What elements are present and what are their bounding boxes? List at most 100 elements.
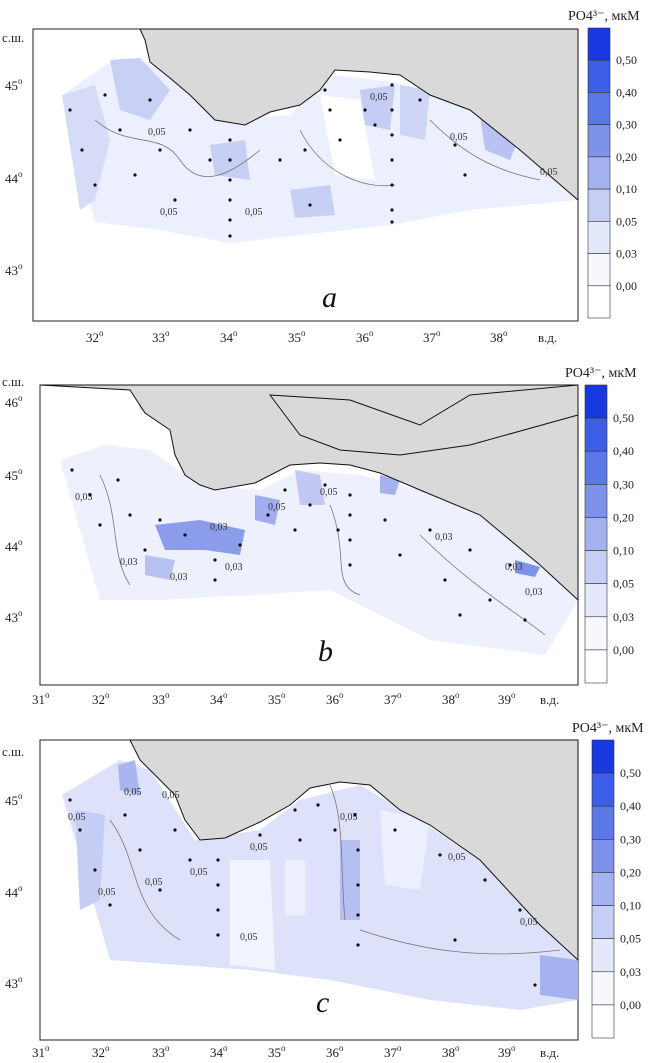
svg-text:35o: 35o: [268, 690, 286, 707]
svg-text:32o: 32o: [92, 1043, 110, 1060]
svg-text:37o: 37o: [423, 328, 441, 345]
lon-ticks-c: 31o 32o 33o 34o 35o 36o 37o 38o 39o: [32, 1043, 516, 1060]
contour-label: 0,05: [98, 887, 116, 898]
contour-label: 0,05: [450, 132, 468, 143]
lon-axis-label: в.д.: [540, 692, 559, 707]
svg-text:36o: 36o: [326, 690, 344, 707]
map-panel-c: 0,05 0,05 0,05 0,05 0,05 0,05 0,05 0,05 …: [0, 710, 657, 1063]
svg-text:38o: 38o: [442, 1043, 460, 1060]
lat-tick: 43o: [5, 974, 23, 991]
lat-tick: 44o: [5, 883, 23, 900]
contour-label: 0,05: [520, 917, 538, 928]
contour-label: 0,03: [170, 572, 188, 583]
map-b-patch: [295, 470, 325, 505]
lat-axis-label: с.ш.: [2, 30, 24, 45]
contour-label: 0,05: [448, 852, 466, 863]
map-a-contour: [94, 119, 261, 177]
svg-text:38o: 38o: [490, 328, 508, 345]
contour-label: 0,05: [268, 502, 286, 513]
map-c-patch: [285, 860, 305, 915]
lat-tick: 44o: [5, 537, 23, 554]
svg-text:34o: 34o: [210, 690, 228, 707]
contour-label: 0,05: [250, 842, 268, 853]
map-a-contour: [299, 129, 396, 187]
map-b-svg: 0,03 0,03 0,03 0,03 0,03 0,05 0,05 0,03 …: [2, 374, 579, 707]
lat-tick: 44o: [5, 169, 23, 186]
svg-text:36o: 36o: [356, 328, 374, 345]
map-c-patch: [75, 810, 105, 910]
map-c-patch: [540, 955, 578, 1000]
svg-text:33o: 33o: [152, 328, 170, 345]
contour-label: 0,03: [525, 587, 543, 598]
contour-label: 0,03: [210, 522, 228, 533]
map-c-contour: [109, 819, 181, 941]
contour-label: 0,05: [68, 812, 86, 823]
map-a-sea: [62, 60, 578, 243]
map-b-contour: [99, 474, 131, 586]
panel-label: a: [322, 281, 337, 314]
contour-label: 0,05: [162, 790, 180, 801]
contour-label: 0,05: [190, 867, 208, 878]
contour-label: 0,05: [160, 207, 178, 218]
lon-ticks-b: 31o 32o 33o 34o 35o 36o 37o 38o 39o: [32, 690, 516, 707]
map-b-contour: [329, 504, 361, 596]
map-a-contour: [429, 119, 541, 181]
map-b-sea: [60, 445, 578, 655]
map-b-contour: [419, 534, 546, 636]
map-c-contour: [329, 784, 346, 921]
map-b-stations: [70, 468, 527, 622]
panel-label: b: [318, 635, 333, 668]
contour-label: 0,05: [145, 877, 163, 888]
lat-tick: 46o: [5, 393, 23, 410]
lon-axis-label: в.д.: [540, 1045, 559, 1060]
map-b-patch: [255, 495, 280, 525]
lat-axis-label: с.ш.: [2, 374, 24, 389]
map-c-land: [129, 739, 579, 962]
contour-label: 0,03: [435, 532, 453, 543]
lat-tick: 45o: [5, 76, 23, 93]
panel-label: c: [316, 986, 329, 1019]
map-a-land: [139, 28, 579, 202]
lon-ticks-a: 32o 33o 34o 35o 36o 37o 38o: [86, 328, 508, 345]
svg-text:38o: 38o: [442, 690, 460, 707]
lat-tick: 43o: [5, 261, 23, 278]
svg-text:33o: 33o: [152, 690, 170, 707]
svg-text:31o: 31o: [32, 1043, 50, 1060]
svg-text:35o: 35o: [288, 328, 306, 345]
contour-label: 0,05: [340, 812, 358, 823]
contour-label: 0,03: [120, 557, 138, 568]
map-a-patch: [320, 95, 375, 180]
svg-text:32o: 32o: [92, 690, 110, 707]
contour-label: 0,05: [320, 487, 338, 498]
map-a-patch: [110, 58, 170, 120]
map-a-patch: [290, 185, 335, 218]
map-c-stations: [68, 798, 537, 987]
lat-axis-label: с.ш.: [2, 744, 24, 759]
map-b-patch: [380, 475, 400, 495]
contour-label: 0,05: [124, 787, 142, 798]
svg-text:39o: 39o: [498, 1043, 516, 1060]
svg-text:36o: 36o: [326, 1043, 344, 1060]
lat-tick: 45o: [5, 466, 23, 483]
map-a-stations: [68, 83, 467, 238]
map-a-patch: [400, 85, 430, 140]
contour-label: 0,05: [540, 167, 558, 178]
svg-text:33o: 33o: [152, 1043, 170, 1060]
map-a-svg: 0,05 0,05 0,05 0,05 0,05 0,05 45o 44o 43…: [2, 28, 579, 345]
contour-label: 0,05: [245, 207, 263, 218]
lat-tick: 45o: [5, 791, 23, 808]
contour-label: 0,03: [505, 562, 523, 573]
map-c-patch: [118, 760, 140, 795]
map-b-patch: [515, 560, 540, 577]
svg-text:34o: 34o: [210, 1043, 228, 1060]
map-b-land-north: [268, 384, 579, 456]
map-c-patch: [380, 810, 430, 890]
svg-text:37o: 37o: [384, 1043, 402, 1060]
map-c-patch: [230, 860, 275, 970]
contour-label: 0,03: [75, 492, 93, 503]
map-c-contour: [359, 929, 561, 955]
svg-text:31o: 31o: [32, 690, 50, 707]
contour-label: 0,03: [225, 562, 243, 573]
svg-text:32o: 32o: [86, 328, 104, 345]
lat-tick: 43o: [5, 608, 23, 625]
